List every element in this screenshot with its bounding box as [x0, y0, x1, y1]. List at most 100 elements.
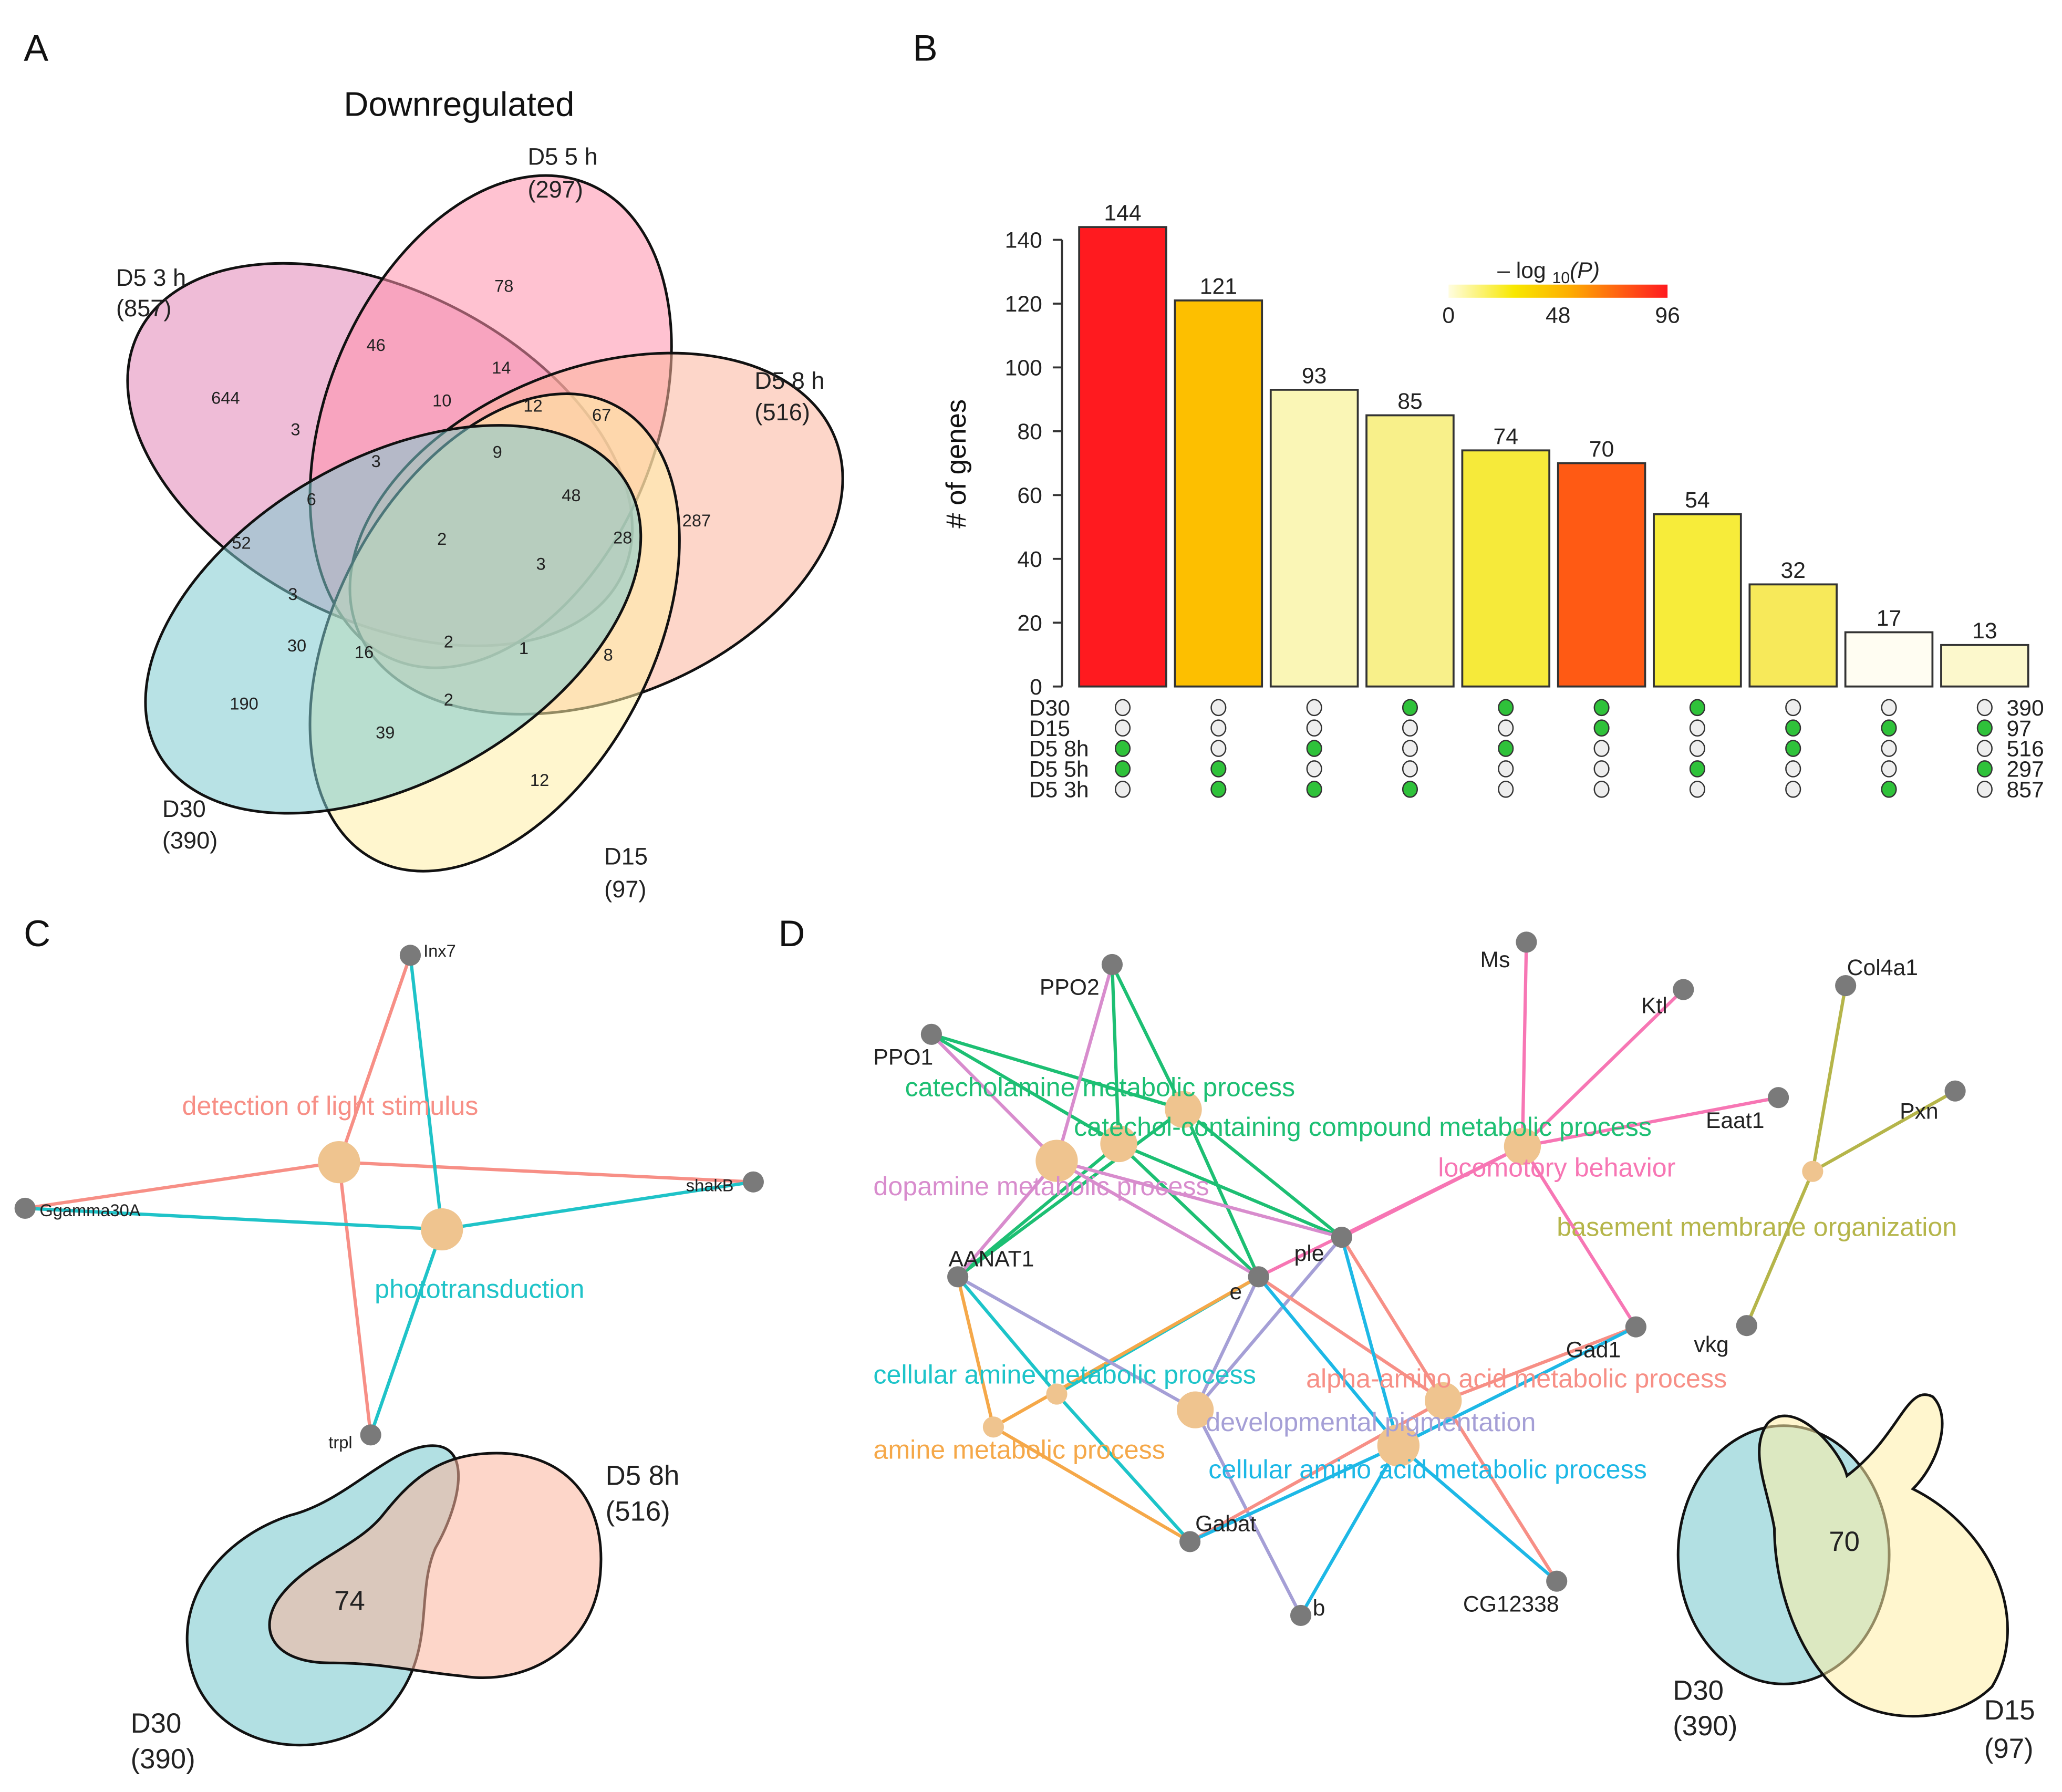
set-row-label: D30 [1029, 696, 1070, 721]
membership-dot-filled [1785, 719, 1801, 737]
y-tick-label: 20 [1017, 610, 1042, 636]
gene-node[interactable] [399, 945, 421, 966]
network-edge [1055, 964, 1114, 1162]
gene-label: Ktl [1641, 993, 1667, 1019]
gene-node[interactable] [1835, 975, 1857, 997]
network-edge [1182, 1109, 1260, 1278]
network-edge [25, 1161, 339, 1210]
venn-set-count: (390) [162, 827, 217, 854]
set-row-label: D5 5h [1029, 757, 1089, 782]
y-tick-label: 40 [1017, 547, 1042, 572]
gene-node[interactable] [920, 1023, 942, 1045]
gene-node[interactable] [1546, 1570, 1568, 1592]
gene-label: ple [1294, 1241, 1324, 1266]
bar-value-label: 17 [1877, 606, 1901, 631]
network-edge [1442, 1400, 1558, 1582]
term-node[interactable] [318, 1141, 360, 1184]
term-node[interactable] [1165, 1091, 1202, 1128]
membership-dot-empty [1976, 781, 1993, 798]
gene-node[interactable] [1101, 954, 1123, 975]
gene-node[interactable] [360, 1424, 381, 1446]
bar-value-label: 144 [1104, 201, 1141, 226]
y-axis-label: # of genes [941, 399, 972, 529]
network-edge [956, 1276, 995, 1427]
term-label: dopamine metabolic process [873, 1172, 1209, 1201]
term-label: catechol-containing compound metabolic p… [1074, 1112, 1652, 1142]
term-node[interactable] [421, 1208, 463, 1251]
bar [1365, 414, 1455, 688]
term-node[interactable] [1035, 1140, 1078, 1182]
bar-value-label: 70 [1589, 437, 1614, 462]
network-edge [992, 1275, 1260, 1428]
membership-dot-empty [1114, 781, 1131, 798]
term-node[interactable] [1046, 1383, 1068, 1405]
membership-dot-empty [1689, 740, 1705, 757]
set-total-label: 297 [2007, 757, 2044, 782]
bar [1078, 226, 1167, 688]
term-node[interactable] [982, 1416, 1004, 1438]
gene-node[interactable] [1625, 1316, 1646, 1338]
membership-dot-empty [1402, 760, 1418, 778]
gene-label: vkg [1694, 1332, 1728, 1357]
venn-overlap-count: 70 [1829, 1526, 1860, 1557]
network-edge [1189, 1444, 1400, 1544]
bar [1940, 644, 2029, 688]
venn-set-label: D30 [162, 795, 206, 822]
network-edge [1340, 1237, 1400, 1446]
venn-region-count: 46 [367, 335, 386, 355]
term-node[interactable] [1802, 1161, 1823, 1182]
term-node[interactable] [1377, 1424, 1420, 1467]
term-node[interactable] [1504, 1127, 1541, 1165]
venn-set-count: (390) [1673, 1711, 1737, 1742]
membership-dot-empty [1114, 719, 1131, 737]
gene-node[interactable] [1944, 1080, 1966, 1102]
venn-set-count: (97) [1984, 1733, 2034, 1764]
network-edge [1521, 988, 1685, 1148]
membership-dot-filled [1689, 699, 1705, 717]
gene-node[interactable] [1331, 1227, 1352, 1248]
membership-dot-empty [1593, 760, 1610, 778]
network-edge [956, 1159, 1058, 1278]
network-edge [408, 955, 444, 1230]
network-edge [957, 1142, 1120, 1278]
venn-region-count: 2 [444, 690, 453, 709]
membership-dot-filled [1210, 760, 1227, 778]
term-node[interactable] [1176, 1391, 1214, 1428]
gene-label: PPO2 [1040, 975, 1100, 1000]
colorbar-tick: 96 [1655, 303, 1680, 328]
gene-node[interactable] [1673, 979, 1694, 1000]
venn-region-count: 190 [230, 693, 258, 713]
membership-dot-empty [1306, 760, 1322, 778]
gene-node[interactable] [947, 1266, 969, 1288]
term-label: detection of light stimulus [182, 1091, 479, 1121]
y-tick-label: 140 [1005, 228, 1042, 253]
term-node[interactable] [1425, 1382, 1462, 1420]
bar [1653, 513, 1742, 688]
term-label: developmental pigmentation [1206, 1407, 1536, 1437]
membership-dot-empty [1402, 719, 1418, 737]
membership-dot-filled [1976, 760, 1993, 778]
venn-region-count: 644 [211, 388, 240, 408]
membership-dot-filled [1114, 740, 1131, 757]
gene-node[interactable] [14, 1197, 36, 1219]
gene-node[interactable] [1516, 931, 1537, 953]
membership-dot-filled [1881, 781, 1897, 798]
gene-node[interactable] [1248, 1266, 1269, 1288]
panel-label-b: B [913, 27, 938, 68]
membership-dot-empty [1402, 740, 1418, 757]
gene-node[interactable] [1768, 1087, 1789, 1109]
gene-label: Gad1 [1566, 1337, 1621, 1362]
gene-node[interactable] [1290, 1604, 1312, 1626]
term-node[interactable] [1100, 1125, 1137, 1163]
network-edge [957, 1275, 1196, 1412]
gene-node[interactable] [1736, 1315, 1757, 1337]
membership-dot-empty [1785, 760, 1801, 778]
venn-set-d15 [1758, 1393, 2009, 1718]
venn-region-count: 3 [371, 451, 381, 471]
gene-node[interactable] [742, 1171, 764, 1193]
network-edge [1111, 964, 1185, 1111]
network-edge [1745, 1171, 1815, 1327]
gene-node[interactable] [1179, 1531, 1201, 1552]
venn-set-label: D5 8h [606, 1460, 680, 1491]
network-edge [25, 1206, 442, 1231]
